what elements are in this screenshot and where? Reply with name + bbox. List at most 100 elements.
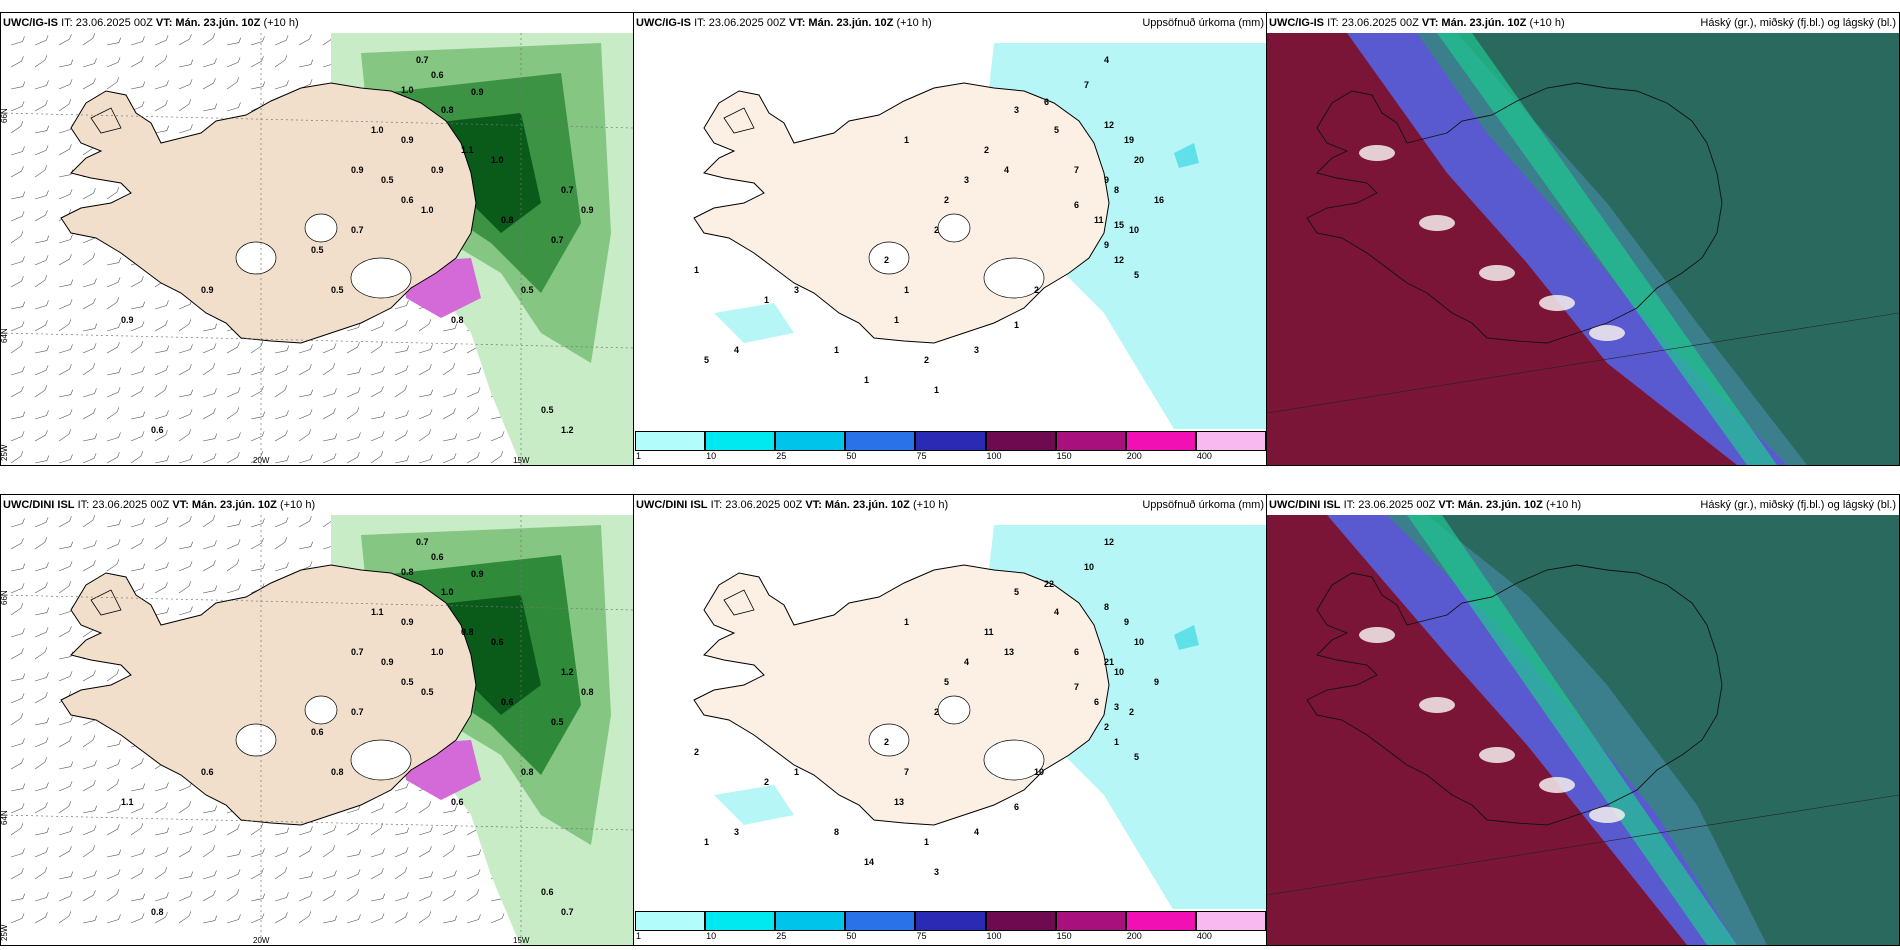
precip-area	[714, 785, 794, 825]
wind-barb	[250, 893, 266, 902]
wind-barb	[298, 409, 313, 420]
wind-barb	[130, 868, 144, 880]
wind-barb	[58, 826, 73, 836]
wind-barb	[130, 783, 146, 792]
init-time: IT: 23.06.2025 00Z	[1327, 17, 1419, 29]
wind-barb	[10, 713, 24, 726]
wind-barb	[130, 301, 146, 310]
wind-barb	[58, 891, 73, 902]
wind-barb	[418, 364, 432, 376]
wind-barb	[34, 537, 48, 550]
wind-barb	[106, 277, 121, 288]
wind-barb	[154, 300, 169, 310]
valid-label: VT:	[1438, 499, 1455, 511]
wind-barb	[298, 34, 312, 46]
wind-barb	[226, 387, 241, 398]
precip-value-label: 1	[794, 767, 799, 777]
wind-value-label: 0.6	[201, 767, 214, 777]
wind-barb	[274, 517, 289, 528]
wind-barb	[370, 321, 385, 332]
wind-barb	[466, 367, 482, 376]
wind-barb	[10, 81, 26, 90]
valid-time: Mán. 23.jún. 10Z	[1457, 499, 1543, 511]
precip-value-label: 1	[904, 135, 909, 145]
wind-barb	[466, 869, 481, 880]
coastline	[1306, 564, 1723, 826]
wind-barb	[370, 868, 384, 880]
wind-barb	[82, 298, 96, 310]
wind-barb	[106, 432, 121, 442]
colorbar-label: 75	[916, 451, 927, 461]
wind-value-label: 0.5	[311, 245, 324, 255]
wind-barb	[58, 911, 72, 924]
precip-value-label: 4	[1054, 607, 1059, 617]
wind-barb	[178, 911, 192, 924]
wind-barb	[178, 34, 192, 46]
colorbar-label: 1	[636, 931, 642, 941]
wind-barb	[346, 889, 360, 902]
wind-value-label: 0.8	[401, 567, 414, 577]
wind-barb	[106, 759, 121, 770]
wind-barb	[418, 871, 434, 880]
glacier	[350, 257, 412, 299]
wind-barb	[202, 870, 217, 880]
wind-barb	[34, 410, 49, 420]
cloud-panel-top: UWC/IG-IS IT: 23.06.2025 00Z VT: Mán. 23…	[1266, 12, 1900, 466]
wind-barb	[106, 559, 120, 572]
peninsula	[90, 589, 122, 616]
panel-title: Háský (gr.), miðský (fj.bl.) og lágský (…	[1700, 499, 1896, 511]
colorbar-swatch	[1055, 431, 1126, 451]
wind-barb	[34, 255, 49, 266]
wind-barb	[10, 256, 25, 266]
wind-barb	[202, 78, 216, 90]
wind-barb	[34, 320, 48, 332]
wind-barb	[34, 867, 48, 880]
wind-barb	[10, 913, 25, 924]
wind-barb	[442, 453, 457, 464]
colorbar-label: 400	[1196, 451, 1212, 461]
wind-barb	[82, 890, 96, 902]
wind-barb	[58, 99, 72, 112]
wind-barb	[58, 761, 74, 770]
panel-title: Uppsöfnuð úrkoma (mm)	[1142, 499, 1264, 511]
wind-barb	[10, 693, 25, 704]
wind-value-label: 0.9	[471, 87, 484, 97]
wind-barb	[490, 913, 505, 924]
wind-barb	[58, 716, 73, 726]
wind-barb	[442, 408, 456, 420]
coastline	[60, 564, 477, 826]
precip-value-label: 2	[934, 707, 939, 717]
precip-value-label: 4	[964, 657, 969, 667]
precip-value-label: 6	[1074, 200, 1079, 210]
wind-barb	[10, 431, 25, 442]
wind-barb	[202, 515, 216, 528]
wind-panel-top: UWC/IG-IS IT: 23.06.2025 00Z VT: Mán. 23…	[0, 12, 635, 466]
wind-value-label: 0.8	[461, 627, 474, 637]
wind-barb	[274, 867, 288, 880]
wind-barb	[226, 584, 241, 594]
precip-value-label: 14	[864, 857, 874, 867]
wind-barb	[10, 803, 25, 814]
precip-area	[714, 303, 794, 343]
wind-barb	[82, 560, 96, 572]
lead-time: (+10 h)	[912, 499, 949, 511]
wind-barb	[226, 869, 241, 880]
wind-barb	[154, 607, 170, 616]
precip-value-label: 13	[1004, 647, 1014, 657]
wind-barb	[154, 517, 169, 528]
wind-barb	[82, 408, 96, 420]
wind-value-label: 0.7	[561, 185, 574, 195]
wind-barb	[82, 343, 97, 354]
wind-barb	[34, 912, 48, 924]
wind-barb	[82, 780, 96, 792]
wind-barb	[106, 539, 121, 550]
wind-barb	[130, 913, 145, 924]
wind-barb	[106, 257, 122, 266]
wind-value-label: 0.9	[351, 165, 364, 175]
colorbar-swatch	[845, 431, 916, 451]
wind-barb	[58, 581, 72, 594]
precip-value-label: 3	[1114, 702, 1119, 712]
wind-barb	[298, 541, 314, 550]
colorbar-swatch	[635, 911, 706, 931]
